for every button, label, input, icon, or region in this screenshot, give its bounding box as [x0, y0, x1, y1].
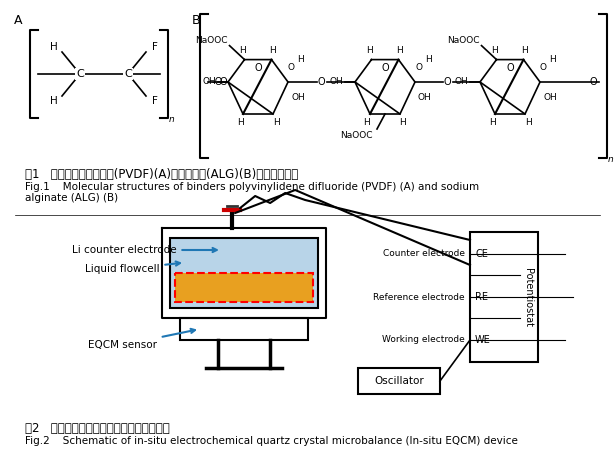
Bar — [175, 273, 313, 303]
Text: O: O — [415, 63, 422, 72]
Text: alginate (ALG) (B): alginate (ALG) (B) — [25, 193, 118, 203]
Text: n: n — [608, 155, 614, 164]
Text: H: H — [549, 55, 556, 64]
Text: H: H — [50, 96, 58, 106]
Text: H: H — [269, 45, 276, 54]
Text: NaOOC: NaOOC — [341, 131, 373, 140]
Text: H: H — [521, 45, 528, 54]
Text: Potentiostat: Potentiostat — [523, 267, 533, 326]
Text: H: H — [396, 45, 403, 54]
Text: NaOOC: NaOOC — [195, 36, 227, 45]
Text: H: H — [488, 118, 495, 127]
Text: H: H — [366, 45, 373, 54]
Bar — [180, 318, 308, 340]
Text: Counter electrode: Counter electrode — [383, 250, 465, 258]
Text: OH: OH — [543, 93, 557, 103]
Text: Reference electrode: Reference electrode — [373, 293, 465, 302]
Text: OH: OH — [202, 77, 216, 86]
Text: C: C — [124, 69, 132, 79]
Text: OH: OH — [418, 93, 432, 103]
Text: Oscillator: Oscillator — [374, 376, 424, 386]
Bar — [358, 368, 440, 394]
Text: O: O — [444, 77, 452, 87]
Text: n: n — [169, 115, 175, 124]
Text: O: O — [590, 77, 597, 87]
Text: Fig.1    Molecular structures of binders polyvinylidene difluoride (PVDF) (A) an: Fig.1 Molecular structures of binders po… — [25, 182, 479, 192]
Text: EQCM sensor: EQCM sensor — [88, 329, 195, 350]
Text: RE: RE — [475, 292, 488, 302]
Text: OH: OH — [291, 93, 305, 103]
Text: -O-: -O- — [212, 77, 227, 87]
Text: Fig.2    Schematic of in-situ electrochemical quartz crystal microbalance (In-si: Fig.2 Schematic of in-situ electrochemic… — [25, 436, 518, 446]
Text: Li counter electrode: Li counter electrode — [72, 245, 217, 255]
Text: CE: CE — [475, 249, 488, 259]
Text: OH: OH — [329, 77, 343, 86]
Text: OH: OH — [454, 77, 468, 86]
Text: O: O — [318, 77, 325, 87]
Text: Liquid flowcell: Liquid flowcell — [85, 261, 180, 274]
Bar — [170, 238, 318, 308]
Text: H: H — [400, 118, 407, 127]
Text: H: H — [237, 118, 243, 127]
Text: O: O — [288, 63, 295, 72]
Text: WE: WE — [475, 335, 491, 345]
Text: H: H — [273, 118, 280, 127]
Text: NaOOC: NaOOC — [447, 36, 479, 45]
Text: H: H — [491, 45, 498, 54]
Text: F: F — [152, 96, 158, 106]
Text: B: B — [192, 14, 201, 27]
Text: H: H — [363, 118, 370, 127]
Bar — [470, 232, 538, 362]
Text: O: O — [540, 63, 547, 72]
Text: O: O — [254, 62, 262, 73]
Text: H: H — [239, 45, 246, 54]
Text: 图1   粘结剂聚偏二氟乙烯(PVDF)(A)和海藻酸钠(ALG)(B)的分子结构式: 图1 粘结剂聚偏二氟乙烯(PVDF)(A)和海藻酸钠(ALG)(B)的分子结构式 — [25, 168, 298, 181]
Text: H: H — [424, 55, 431, 64]
Text: F: F — [152, 42, 158, 52]
Text: C: C — [76, 69, 84, 79]
Text: O: O — [506, 62, 514, 73]
Text: 图2   原位电化学石英晶体微天平装置示意图: 图2 原位电化学石英晶体微天平装置示意图 — [25, 422, 170, 435]
Text: A: A — [14, 14, 23, 27]
Text: O: O — [381, 62, 389, 73]
Text: Working electrode: Working electrode — [383, 335, 465, 345]
Text: O: O — [220, 77, 228, 87]
Text: H: H — [50, 42, 58, 52]
Text: H: H — [298, 55, 304, 64]
Text: H: H — [525, 118, 532, 127]
